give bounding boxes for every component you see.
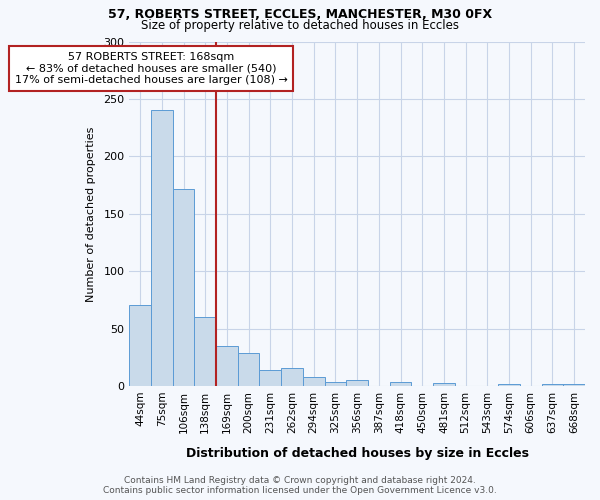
Bar: [281, 368, 303, 386]
Bar: [389, 382, 412, 386]
Bar: [151, 110, 173, 386]
Bar: [303, 377, 325, 386]
Text: Size of property relative to detached houses in Eccles: Size of property relative to detached ho…: [141, 19, 459, 32]
Text: 57, ROBERTS STREET, ECCLES, MANCHESTER, M30 0FX: 57, ROBERTS STREET, ECCLES, MANCHESTER, …: [108, 8, 492, 20]
Y-axis label: Number of detached properties: Number of detached properties: [86, 126, 97, 302]
Text: 57 ROBERTS STREET: 168sqm
← 83% of detached houses are smaller (540)
17% of semi: 57 ROBERTS STREET: 168sqm ← 83% of detac…: [14, 52, 287, 85]
Bar: [129, 304, 151, 386]
X-axis label: Distribution of detached houses by size in Eccles: Distribution of detached houses by size …: [185, 447, 529, 460]
Bar: [194, 317, 216, 386]
Bar: [433, 382, 455, 386]
Bar: [173, 188, 194, 386]
Text: Contains HM Land Registry data © Crown copyright and database right 2024.
Contai: Contains HM Land Registry data © Crown c…: [103, 476, 497, 495]
Bar: [259, 370, 281, 386]
Bar: [216, 346, 238, 386]
Bar: [563, 384, 585, 386]
Bar: [542, 384, 563, 386]
Bar: [346, 380, 368, 386]
Bar: [325, 382, 346, 386]
Bar: [498, 384, 520, 386]
Bar: [238, 353, 259, 386]
